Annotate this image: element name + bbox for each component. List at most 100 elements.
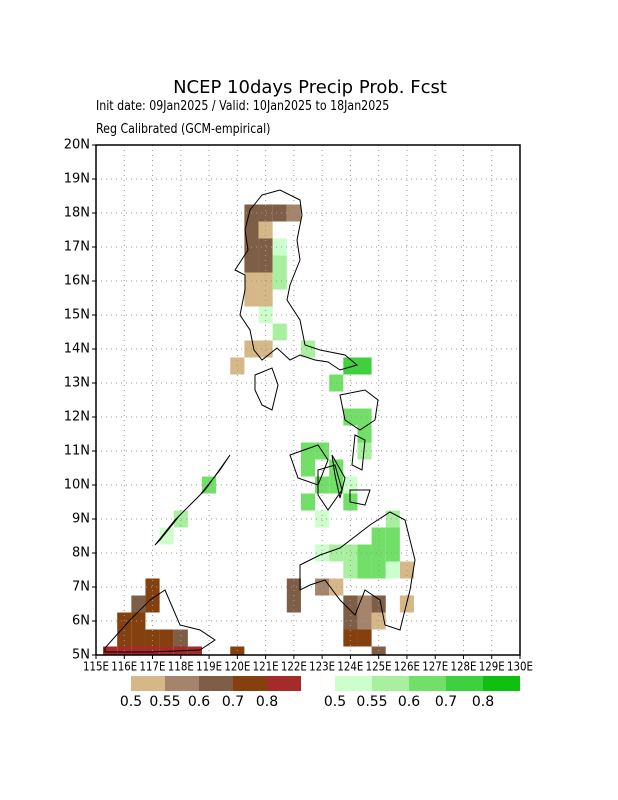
y-tick-label: 20N	[64, 138, 90, 153]
legend-label: 0.7	[222, 694, 244, 710]
grid-cell	[343, 629, 358, 647]
grid-cell	[300, 340, 316, 358]
grid-cell	[173, 510, 188, 528]
grid-cell	[258, 238, 273, 256]
y-tick-label: 19N	[64, 172, 90, 187]
legend-swatch	[372, 676, 409, 691]
grid-cell	[300, 442, 316, 460]
y-tick-label: 10N	[64, 478, 90, 493]
grid-cell	[244, 289, 259, 307]
legend-label: 0.55	[356, 694, 387, 710]
y-tick-label: 9N	[72, 512, 90, 527]
legend-swatch	[409, 676, 446, 691]
y-tick-label: 11N	[64, 444, 90, 459]
coast-borneo	[104, 589, 216, 653]
grid-cell	[343, 595, 358, 613]
coast-leyte	[351, 434, 366, 471]
legend-swatch	[165, 676, 199, 691]
x-tick-label: 115E	[83, 660, 109, 674]
legend-label: 0.8	[472, 694, 494, 710]
grid-cell	[385, 544, 400, 562]
grid-cell	[131, 646, 146, 655]
grid-cell	[357, 544, 372, 562]
y-tick-label: 13N	[64, 376, 90, 391]
x-tick-label: 126E	[394, 660, 420, 674]
x-tick-label: 116E	[111, 660, 137, 674]
y-tick-label: 15N	[64, 308, 90, 323]
x-tick-label: 130E	[507, 660, 533, 674]
grid-cell	[315, 578, 330, 596]
grid-cell	[272, 255, 287, 273]
grid-cell	[315, 510, 330, 528]
grid-cell	[357, 408, 372, 426]
grid-cell	[385, 510, 400, 528]
grid-cell	[244, 221, 259, 239]
y-tick-label: 6N	[72, 614, 90, 629]
coast-palawan	[154, 454, 231, 546]
grid-cell	[258, 289, 273, 307]
grid-cell	[286, 578, 301, 596]
legend-swatch	[446, 676, 483, 691]
grid-cell	[145, 595, 160, 613]
coast-luzon	[234, 189, 359, 371]
legend-label: 0.6	[398, 694, 420, 710]
y-tick-label: 18N	[64, 206, 90, 221]
legend-label: 0.8	[256, 694, 278, 710]
y-tick-label: 5N	[72, 648, 90, 663]
legend-swatch	[233, 676, 267, 691]
grid-cell	[103, 646, 118, 655]
x-tick-label: 122E	[281, 660, 307, 674]
grid-cell	[159, 629, 174, 647]
x-tick-label: 117E	[140, 660, 166, 674]
x-tick-label: 128E	[450, 660, 476, 674]
grid-cell	[371, 544, 386, 562]
grid-cell	[300, 459, 316, 477]
y-tick-label: 7N	[72, 580, 90, 595]
chart-title: NCEP 10days Precip Prob. Fcst	[173, 77, 447, 98]
grid-cell	[300, 493, 316, 511]
grid-cell	[357, 612, 372, 630]
x-tick-label: 124E	[337, 660, 363, 674]
grid-cell	[385, 561, 400, 579]
grid-cell	[315, 544, 330, 562]
x-tick-label: 121E	[253, 660, 279, 674]
grid-cell	[286, 204, 301, 222]
plot-frame	[95, 144, 521, 656]
legend-swatch	[483, 676, 520, 691]
x-tick-label: 123E	[309, 660, 335, 674]
grid-cell	[357, 561, 372, 579]
y-tick-label: 12N	[64, 410, 90, 425]
grid-cell	[357, 442, 372, 460]
y-tick-label: 17N	[64, 240, 90, 255]
grid-cell	[371, 595, 386, 613]
x-tick-label: 129E	[479, 660, 505, 674]
y-tick-label: 14N	[64, 342, 90, 357]
grid-cell	[286, 595, 301, 613]
grid-cell	[258, 340, 273, 358]
legend-swatch	[335, 676, 372, 691]
legend-label: 0.5	[120, 694, 142, 710]
coast-panay	[289, 444, 329, 486]
grid-cell	[357, 357, 372, 375]
grid-cell	[117, 629, 132, 647]
subtitle: Init date: 09Jan2025 / Valid: 10Jan2025 …	[96, 98, 389, 113]
grid-cell	[187, 646, 202, 655]
coast-mindanao	[299, 511, 416, 631]
x-tick-label: 119E	[196, 660, 222, 674]
x-tick-label: 120E	[224, 660, 250, 674]
grid-cell	[272, 272, 287, 290]
coast-cebu	[331, 454, 346, 499]
grid-cell	[159, 646, 174, 655]
grid-cell	[145, 629, 160, 647]
legend-label: 0.7	[435, 694, 457, 710]
grid-cell	[272, 204, 287, 222]
grid-cell	[131, 595, 146, 613]
coast-mindoro	[254, 367, 279, 411]
legend-swatch	[267, 676, 301, 691]
coast-negros	[317, 464, 343, 511]
grid-cell	[145, 578, 160, 596]
coastline	[104, 189, 416, 653]
x-tick-label: 118E	[168, 660, 194, 674]
legend-label: 0.6	[188, 694, 210, 710]
grid-cell	[159, 527, 174, 545]
